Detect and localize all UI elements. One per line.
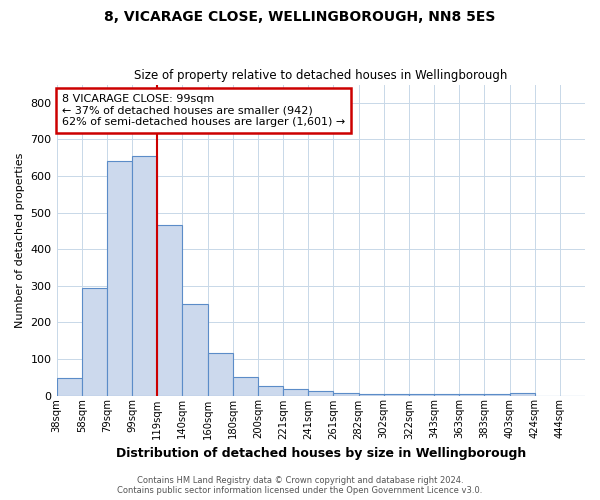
Bar	[459, 394, 484, 396]
Bar	[509, 392, 535, 396]
Bar	[434, 394, 459, 396]
Bar	[334, 392, 359, 396]
Bar	[107, 162, 132, 396]
Bar	[484, 394, 509, 396]
Bar	[409, 394, 434, 396]
X-axis label: Distribution of detached houses by size in Wellingborough: Distribution of detached houses by size …	[116, 447, 526, 460]
Bar	[359, 394, 383, 396]
Bar	[82, 288, 107, 396]
Bar	[258, 386, 283, 396]
Bar	[182, 304, 208, 396]
Bar	[233, 377, 258, 396]
Bar	[208, 354, 233, 396]
Bar	[283, 390, 308, 396]
Text: 8 VICARAGE CLOSE: 99sqm
← 37% of detached houses are smaller (942)
62% of semi-d: 8 VICARAGE CLOSE: 99sqm ← 37% of detache…	[62, 94, 345, 127]
Text: 8, VICARAGE CLOSE, WELLINGBOROUGH, NN8 5ES: 8, VICARAGE CLOSE, WELLINGBOROUGH, NN8 5…	[104, 10, 496, 24]
Y-axis label: Number of detached properties: Number of detached properties	[15, 152, 25, 328]
Title: Size of property relative to detached houses in Wellingborough: Size of property relative to detached ho…	[134, 69, 508, 82]
Bar	[56, 378, 82, 396]
Bar	[157, 224, 182, 396]
Bar	[132, 156, 157, 396]
Bar	[308, 391, 334, 396]
Text: Contains HM Land Registry data © Crown copyright and database right 2024.
Contai: Contains HM Land Registry data © Crown c…	[118, 476, 482, 495]
Bar	[383, 394, 409, 396]
